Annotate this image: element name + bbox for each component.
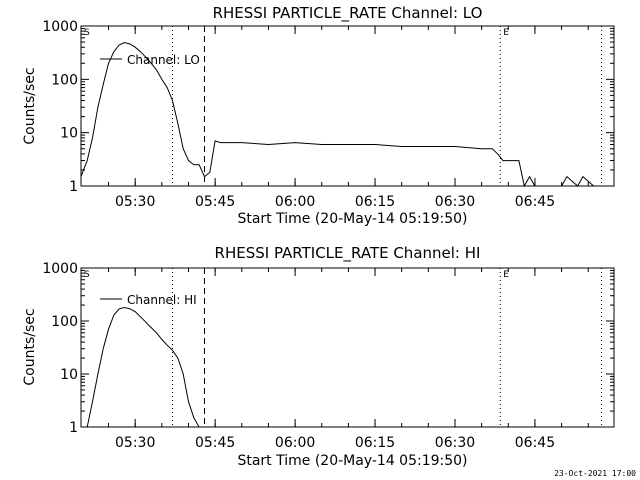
x-tick-label: 06:45 [515, 194, 555, 210]
legend-label: Channel: HI [127, 293, 197, 307]
plot-frame [80, 25, 615, 187]
x-tick-label: 05:45 [195, 194, 235, 210]
x-tick-label: 05:45 [195, 435, 235, 451]
y-tick-label: 1 [69, 420, 78, 436]
x-tick-label: 06:15 [355, 435, 395, 451]
series-line [86, 306, 200, 428]
y-tick-label: 10 [60, 367, 78, 383]
chart-title: RHESSI PARTICLE_RATE Channel: HI [215, 244, 481, 263]
y-tick-label: 100 [51, 72, 78, 88]
event-marker-label: E [503, 270, 509, 280]
event-marker-label: E [503, 28, 509, 38]
x-tick-label: 06:00 [275, 435, 315, 451]
event-marker-label: S [84, 270, 90, 280]
y-tick-label: 10 [60, 126, 78, 142]
y-tick-label: 1 [69, 179, 78, 195]
plot-frame [80, 267, 615, 428]
x-tick-label: 05:30 [115, 435, 155, 451]
chart-panel-1: RHESSI PARTICLE_RATE Channel: LO 1 10 100 10… [22, 4, 615, 227]
y-axis-label: Counts/sec [22, 308, 38, 385]
x-tick-label: 06:15 [355, 194, 395, 210]
chart-panel-2: RHESSI PARTICLE_RATE Channel: HI 1 10 100 10… [22, 244, 615, 469]
y-axis-label: Counts/sec [22, 67, 38, 144]
x-axis-label: Start Time (20-May-14 05:19:50) [237, 453, 467, 469]
x-axis-label: Start Time (20-May-14 05:19:50) [237, 211, 467, 227]
x-tick-label: 06:30 [435, 435, 475, 451]
chart-title: RHESSI PARTICLE_RATE Channel: LO [213, 4, 483, 23]
x-tick-label: 06:45 [515, 435, 555, 451]
x-tick-label: 06:30 [435, 194, 475, 210]
y-tick-label: 1000 [42, 19, 78, 35]
event-marker-label: S [84, 28, 90, 38]
legend-label: Channel: LO [127, 53, 200, 67]
generation-timestamp: 23-Oct-2021 17:00 [554, 469, 636, 478]
x-tick-label: 06:00 [275, 194, 315, 210]
y-tick-label: 1000 [42, 261, 78, 277]
x-tick-label: 05:30 [115, 194, 155, 210]
y-tick-label: 100 [51, 314, 78, 330]
series-line [80, 41, 594, 188]
